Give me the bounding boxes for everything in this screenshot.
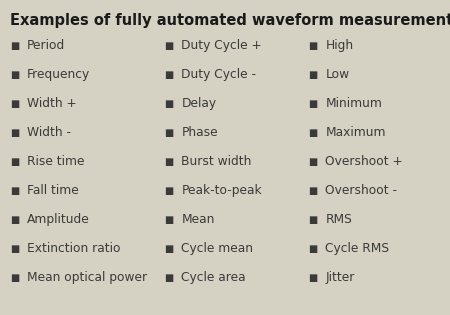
Text: Overshoot -: Overshoot - bbox=[325, 184, 397, 197]
Text: Mean: Mean bbox=[181, 213, 215, 226]
Text: Peak-to-peak: Peak-to-peak bbox=[181, 184, 262, 197]
Text: Maximum: Maximum bbox=[325, 126, 386, 139]
Text: ■: ■ bbox=[308, 157, 318, 167]
Text: ■: ■ bbox=[164, 70, 174, 80]
Text: Width -: Width - bbox=[27, 126, 71, 139]
Text: Cycle area: Cycle area bbox=[181, 271, 246, 284]
Text: ■: ■ bbox=[10, 70, 19, 80]
Text: ■: ■ bbox=[10, 128, 19, 138]
Text: Amplitude: Amplitude bbox=[27, 213, 90, 226]
Text: ■: ■ bbox=[10, 272, 19, 283]
Text: ■: ■ bbox=[164, 128, 174, 138]
Text: ■: ■ bbox=[10, 41, 19, 51]
Text: Period: Period bbox=[27, 39, 65, 52]
Text: Cycle RMS: Cycle RMS bbox=[325, 242, 389, 255]
Text: ■: ■ bbox=[308, 186, 318, 196]
Text: ■: ■ bbox=[164, 99, 174, 109]
Text: ■: ■ bbox=[164, 186, 174, 196]
Text: ■: ■ bbox=[10, 99, 19, 109]
Text: ■: ■ bbox=[308, 70, 318, 80]
Text: Low: Low bbox=[325, 68, 350, 81]
Text: ■: ■ bbox=[164, 157, 174, 167]
Text: Rise time: Rise time bbox=[27, 155, 85, 168]
Text: ■: ■ bbox=[308, 243, 318, 254]
Text: ■: ■ bbox=[10, 157, 19, 167]
Text: ■: ■ bbox=[10, 243, 19, 254]
Text: ■: ■ bbox=[308, 215, 318, 225]
Text: Cycle mean: Cycle mean bbox=[181, 242, 253, 255]
Text: ■: ■ bbox=[164, 215, 174, 225]
Text: ■: ■ bbox=[308, 128, 318, 138]
Text: Width +: Width + bbox=[27, 97, 76, 110]
Text: ■: ■ bbox=[164, 272, 174, 283]
Text: Frequency: Frequency bbox=[27, 68, 90, 81]
Text: Duty Cycle -: Duty Cycle - bbox=[181, 68, 256, 81]
Text: ■: ■ bbox=[10, 186, 19, 196]
Text: Fall time: Fall time bbox=[27, 184, 79, 197]
Text: Phase: Phase bbox=[181, 126, 218, 139]
Text: Burst width: Burst width bbox=[181, 155, 252, 168]
Text: RMS: RMS bbox=[325, 213, 352, 226]
Text: Overshoot +: Overshoot + bbox=[325, 155, 403, 168]
Text: ■: ■ bbox=[308, 99, 318, 109]
Text: ■: ■ bbox=[308, 272, 318, 283]
Text: High: High bbox=[325, 39, 354, 52]
Text: Duty Cycle +: Duty Cycle + bbox=[181, 39, 262, 52]
Text: ■: ■ bbox=[308, 41, 318, 51]
Text: Jitter: Jitter bbox=[325, 271, 355, 284]
Text: Mean optical power: Mean optical power bbox=[27, 271, 147, 284]
Text: ■: ■ bbox=[10, 215, 19, 225]
Text: ■: ■ bbox=[164, 243, 174, 254]
Text: Delay: Delay bbox=[181, 97, 216, 110]
Text: Extinction ratio: Extinction ratio bbox=[27, 242, 121, 255]
Text: Minimum: Minimum bbox=[325, 97, 382, 110]
Text: ■: ■ bbox=[164, 41, 174, 51]
Text: Examples of fully automated waveform measurements:: Examples of fully automated waveform mea… bbox=[10, 13, 450, 28]
